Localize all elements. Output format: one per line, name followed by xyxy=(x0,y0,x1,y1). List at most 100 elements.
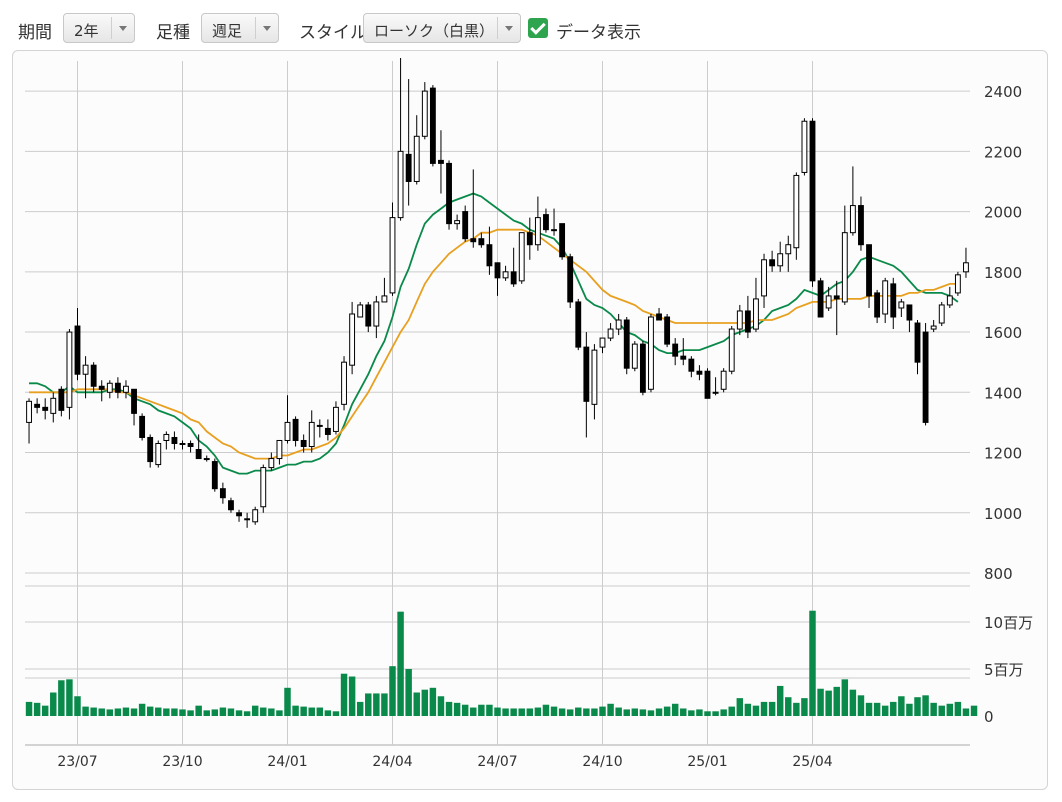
candle-body xyxy=(817,280,824,318)
volume-tick-label: 10百万 xyxy=(984,614,1033,632)
volume-bar xyxy=(203,710,210,716)
candle xyxy=(163,431,170,450)
candle xyxy=(308,410,315,453)
candle-body xyxy=(793,174,800,249)
candle-body xyxy=(866,244,872,297)
data-display-checkbox[interactable] xyxy=(528,18,548,38)
candle-body xyxy=(228,500,234,511)
candle xyxy=(106,380,113,399)
candle xyxy=(236,509,242,522)
candle-body xyxy=(664,316,671,345)
candle-body xyxy=(333,406,339,432)
volume-bar xyxy=(914,697,921,716)
candle xyxy=(228,497,234,513)
candle xyxy=(179,440,186,450)
candle-body xyxy=(543,214,549,231)
candle-body xyxy=(494,262,501,279)
candle xyxy=(882,277,889,324)
candle xyxy=(922,323,929,426)
volume-bar xyxy=(704,711,711,716)
candle-body xyxy=(82,364,89,375)
candle xyxy=(559,223,566,260)
volume-bar xyxy=(898,696,905,716)
volume-bar xyxy=(461,704,469,716)
candle-body xyxy=(26,400,32,423)
candle xyxy=(300,434,307,453)
candle xyxy=(639,341,646,396)
candle xyxy=(413,115,420,185)
candle xyxy=(890,277,897,330)
candle xyxy=(849,166,856,236)
volume-bar xyxy=(171,708,178,716)
volume-bar xyxy=(365,693,372,716)
candle xyxy=(930,320,937,333)
volume-bar xyxy=(41,705,49,716)
candle xyxy=(801,118,808,176)
candle xyxy=(777,241,784,272)
price-tick-label: 1400 xyxy=(984,384,1022,402)
candle xyxy=(324,419,331,441)
candle-body xyxy=(203,458,210,461)
candle-body xyxy=(882,280,889,315)
x-tick-label: 24/04 xyxy=(372,754,412,770)
candle-body xyxy=(874,292,881,318)
volume-bar xyxy=(25,701,33,716)
candle-body xyxy=(341,361,347,405)
volume-bar xyxy=(33,702,41,716)
candle xyxy=(373,295,380,339)
volume-bar xyxy=(591,708,598,716)
candle xyxy=(688,356,695,378)
volume-bar xyxy=(308,707,315,716)
candle-body xyxy=(139,415,146,438)
period-select[interactable]: 2年 xyxy=(63,13,135,43)
volume-bar xyxy=(833,686,840,716)
volume-bar xyxy=(575,707,582,716)
volume-bar xyxy=(534,707,542,716)
candle xyxy=(187,440,194,453)
candle xyxy=(664,313,671,348)
candle-body xyxy=(502,271,509,279)
candle xyxy=(866,244,872,308)
volume-bar xyxy=(163,708,170,716)
candle xyxy=(543,208,549,233)
style-select[interactable]: ローソク（白黒） xyxy=(363,13,521,43)
candle xyxy=(551,208,557,236)
candle-body xyxy=(114,382,121,393)
volume-bar xyxy=(566,709,574,716)
candle xyxy=(914,320,921,375)
candle xyxy=(478,232,485,248)
volume-bar xyxy=(623,709,630,716)
volume-bar xyxy=(801,698,808,716)
volume-bar xyxy=(90,707,97,716)
candle xyxy=(74,307,81,381)
candle-body xyxy=(357,304,364,318)
interval-select[interactable]: 週足 xyxy=(201,13,279,43)
volume-bar xyxy=(922,695,929,716)
candle-body xyxy=(615,319,622,330)
candle xyxy=(341,356,347,411)
volume-bar xyxy=(332,711,340,716)
x-tick-label: 23/10 xyxy=(162,754,202,770)
candle-body xyxy=(648,316,654,390)
candle xyxy=(462,205,469,242)
volume-bar xyxy=(696,709,703,716)
candle xyxy=(316,419,323,438)
interval-value: 週足 xyxy=(212,22,243,40)
candle xyxy=(195,434,202,460)
candle xyxy=(131,388,137,426)
volume-bar xyxy=(518,708,525,716)
candle-body xyxy=(567,256,574,303)
candle xyxy=(696,365,703,381)
candle-body xyxy=(34,403,41,408)
candle xyxy=(349,301,356,375)
candle-body xyxy=(284,421,291,441)
candle xyxy=(744,295,751,339)
candle-body xyxy=(639,343,646,393)
candle-body xyxy=(672,343,679,357)
volume-bar xyxy=(817,688,824,716)
candle xyxy=(66,329,73,420)
candle-body xyxy=(890,283,897,318)
volume-bar xyxy=(615,707,622,716)
moving-average-long-line xyxy=(29,228,958,460)
